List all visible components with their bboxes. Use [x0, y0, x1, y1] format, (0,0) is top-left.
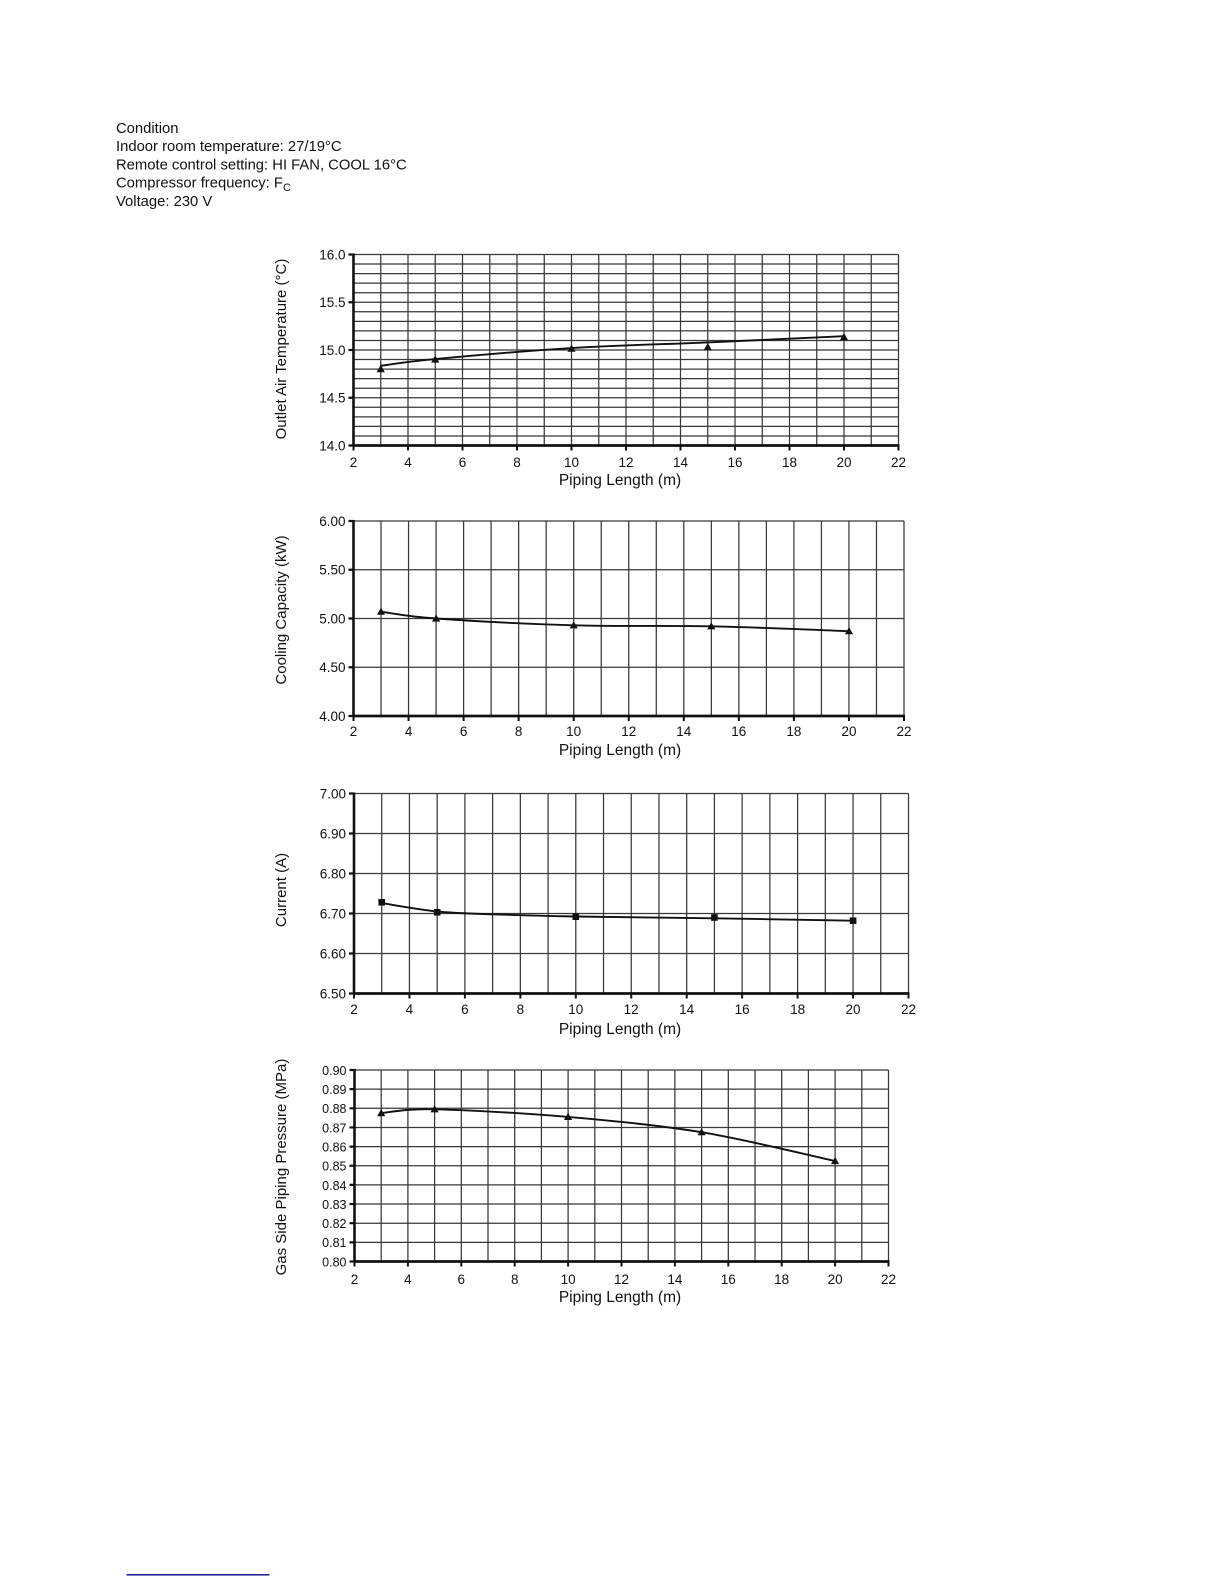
svg-text:12: 12 — [621, 724, 636, 739]
svg-text:14.5: 14.5 — [319, 391, 345, 406]
svg-text:20: 20 — [828, 1272, 843, 1287]
svg-text:Piping Length (m): Piping Length (m) — [559, 1021, 681, 1038]
svg-text:6: 6 — [458, 1272, 466, 1287]
svg-text:14: 14 — [676, 724, 692, 739]
svg-text:2: 2 — [350, 724, 358, 739]
svg-text:0.85: 0.85 — [322, 1160, 346, 1174]
svg-text:5.00: 5.00 — [319, 611, 345, 626]
svg-text:Current (A): Current (A) — [273, 853, 290, 927]
svg-text:22: 22 — [901, 1002, 916, 1017]
svg-text:18: 18 — [782, 455, 797, 470]
svg-text:16: 16 — [721, 1272, 736, 1287]
svg-text:20: 20 — [845, 1002, 860, 1017]
svg-text:10: 10 — [566, 724, 581, 739]
svg-text:8: 8 — [517, 1002, 525, 1017]
svg-text:8: 8 — [511, 1272, 519, 1287]
svg-text:6.70: 6.70 — [320, 906, 346, 921]
svg-text:8: 8 — [515, 724, 523, 739]
svg-text:18: 18 — [790, 1002, 805, 1017]
svg-text:Voltage: 230 V: Voltage: 230 V — [116, 194, 212, 210]
svg-text:0.88: 0.88 — [322, 1102, 346, 1116]
svg-text:12: 12 — [614, 1272, 629, 1287]
svg-text:6: 6 — [460, 724, 468, 739]
svg-text:7.00: 7.00 — [320, 786, 346, 801]
svg-text:Indoor room temperature: 27/19: Indoor room temperature: 27/19°C — [116, 139, 342, 155]
svg-text:14: 14 — [667, 1272, 683, 1287]
svg-text:0.89: 0.89 — [322, 1083, 346, 1097]
svg-text:16: 16 — [727, 455, 742, 470]
svg-text:5.50: 5.50 — [319, 563, 345, 578]
svg-text:0.80: 0.80 — [322, 1255, 346, 1269]
svg-text:6.90: 6.90 — [320, 826, 346, 841]
svg-text:8: 8 — [513, 455, 521, 470]
svg-text:Remote control setting: HI FAN: Remote control setting: HI FAN, COOL 16°… — [116, 157, 407, 173]
svg-text:14: 14 — [673, 455, 689, 470]
svg-text:18: 18 — [774, 1272, 789, 1287]
svg-text:2: 2 — [350, 455, 358, 470]
svg-text:Piping Length (m): Piping Length (m) — [559, 472, 681, 489]
svg-text:6.60: 6.60 — [320, 946, 346, 961]
svg-text:4: 4 — [405, 724, 413, 739]
svg-text:22: 22 — [896, 724, 911, 739]
svg-text:12: 12 — [618, 455, 633, 470]
svg-text:Compressor frequency: FC: Compressor frequency: FC — [116, 176, 291, 195]
svg-text:10: 10 — [564, 455, 579, 470]
svg-text:16: 16 — [735, 1002, 750, 1017]
svg-text:4: 4 — [406, 1002, 414, 1017]
svg-text:6.50: 6.50 — [320, 986, 346, 1001]
svg-text:0.87: 0.87 — [322, 1121, 346, 1135]
svg-text:22: 22 — [881, 1272, 896, 1287]
svg-text:Gas Side Piping Pressure (MPa): Gas Side Piping Pressure (MPa) — [273, 1059, 290, 1276]
svg-text:4.50: 4.50 — [319, 660, 345, 675]
svg-text:6.00: 6.00 — [319, 514, 345, 529]
svg-text:4: 4 — [404, 1272, 412, 1287]
svg-text:15.0: 15.0 — [319, 343, 345, 358]
svg-text:0.84: 0.84 — [322, 1179, 346, 1193]
svg-text:15.5: 15.5 — [319, 295, 345, 310]
svg-text:0.90: 0.90 — [322, 1064, 346, 1078]
svg-text:6.80: 6.80 — [320, 866, 346, 881]
svg-text:10: 10 — [561, 1272, 576, 1287]
svg-text:14: 14 — [679, 1002, 695, 1017]
svg-text:12: 12 — [624, 1002, 639, 1017]
svg-text:0.82: 0.82 — [322, 1217, 346, 1231]
svg-text:18: 18 — [786, 724, 801, 739]
svg-text:2: 2 — [350, 1002, 358, 1017]
svg-text:0.81: 0.81 — [322, 1236, 346, 1250]
svg-text:20: 20 — [841, 724, 856, 739]
svg-text:Condition: Condition — [116, 121, 179, 137]
svg-text:14.0: 14.0 — [319, 438, 345, 453]
svg-text:4.00: 4.00 — [319, 709, 345, 724]
svg-text:16.0: 16.0 — [319, 247, 345, 262]
svg-text:6: 6 — [459, 455, 467, 470]
svg-text:22: 22 — [891, 455, 906, 470]
svg-text:Piping Length (m): Piping Length (m) — [559, 1289, 681, 1306]
svg-text:Outlet Air Temperature (°C): Outlet Air Temperature (°C) — [273, 259, 290, 440]
svg-text:4: 4 — [404, 455, 412, 470]
svg-text:2: 2 — [351, 1272, 359, 1287]
svg-text:Cooling Capacity (kW): Cooling Capacity (kW) — [273, 535, 290, 684]
svg-text:0.86: 0.86 — [322, 1141, 346, 1155]
svg-text:Piping Length (m): Piping Length (m) — [559, 742, 681, 759]
svg-text:16: 16 — [731, 724, 746, 739]
svg-text:6: 6 — [461, 1002, 469, 1017]
svg-text:10: 10 — [568, 1002, 583, 1017]
svg-text:0.83: 0.83 — [322, 1198, 346, 1212]
svg-text:20: 20 — [836, 455, 851, 470]
